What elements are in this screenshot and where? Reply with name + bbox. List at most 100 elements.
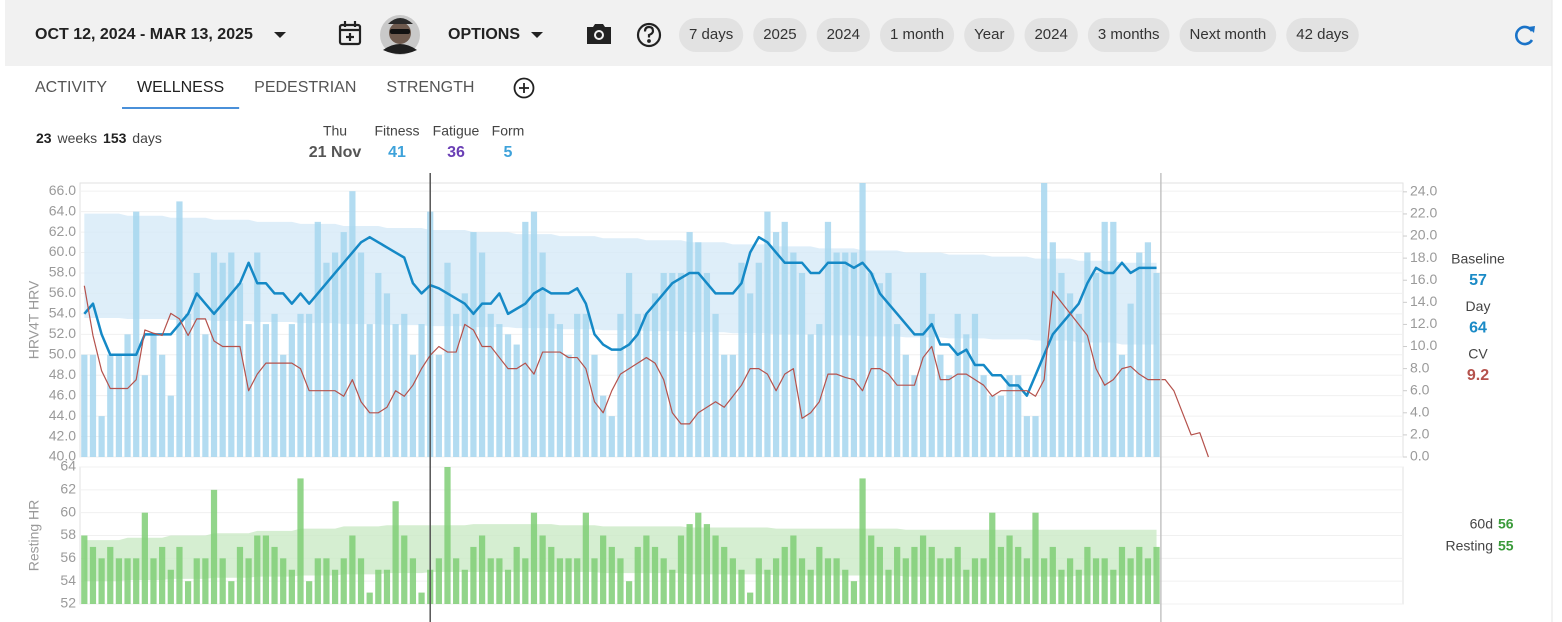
y2-tick-label: 0.0 xyxy=(1410,448,1430,464)
bar xyxy=(669,569,676,604)
bar xyxy=(81,354,88,457)
bar xyxy=(859,478,866,604)
y2-tick-label: 6.0 xyxy=(1410,381,1430,397)
bar xyxy=(331,569,339,604)
bar xyxy=(591,558,598,604)
chip-label[interactable]: 2024 xyxy=(827,26,860,43)
bar xyxy=(963,569,970,604)
help-icon[interactable] xyxy=(636,22,662,48)
bar xyxy=(176,201,183,457)
tab[interactable]: ACTIVITY xyxy=(35,79,107,96)
chip-label[interactable]: 42 days xyxy=(1296,26,1349,43)
bar xyxy=(617,313,624,457)
chip-label[interactable]: Next month xyxy=(1190,26,1267,43)
bar xyxy=(643,535,650,604)
calendar-icon[interactable] xyxy=(338,21,362,46)
date-range[interactable]: OCT 12, 2024 - MAR 13, 2025 xyxy=(35,26,253,43)
chip[interactable] xyxy=(679,18,744,52)
tab[interactable]: WELLNESS xyxy=(137,79,224,96)
bar xyxy=(89,354,97,457)
bar xyxy=(945,375,953,457)
bar xyxy=(513,546,520,604)
readout-label: Resting xyxy=(1446,538,1493,554)
bar xyxy=(331,252,339,457)
bar xyxy=(306,313,313,457)
bar xyxy=(107,546,114,604)
add-tab-icon[interactable] xyxy=(513,77,535,99)
bar xyxy=(608,546,615,604)
bar xyxy=(228,581,235,604)
bar xyxy=(470,546,477,604)
bar xyxy=(677,535,685,604)
bar xyxy=(894,546,901,604)
chip-label[interactable]: 7 days xyxy=(689,26,733,43)
tab[interactable]: STRENGTH xyxy=(386,79,474,96)
chip-label[interactable]: 1 month xyxy=(890,26,944,43)
chip[interactable] xyxy=(1286,18,1359,52)
refresh-icon[interactable] xyxy=(1515,25,1535,46)
options-menu[interactable]: OPTIONS xyxy=(448,26,520,43)
chip[interactable] xyxy=(816,18,870,52)
metric-label: Fatigue xyxy=(433,123,480,139)
chip-label[interactable]: 3 months xyxy=(1098,26,1160,43)
bar xyxy=(712,313,719,457)
bar xyxy=(669,272,676,457)
bar xyxy=(219,262,226,457)
bar xyxy=(781,221,788,457)
chip[interactable] xyxy=(964,18,1015,52)
y-tick-label: 58.0 xyxy=(49,264,76,280)
summary: 23 weeks 153 days xyxy=(36,130,162,146)
chip[interactable] xyxy=(1087,18,1170,52)
chip-label[interactable]: 2024 xyxy=(1034,26,1067,43)
bar xyxy=(496,324,503,457)
y2-tick-label: 24.0 xyxy=(1410,183,1437,199)
bar xyxy=(565,558,572,604)
bar xyxy=(210,252,218,457)
bar xyxy=(686,232,693,457)
bar xyxy=(703,272,711,457)
bar xyxy=(937,354,944,457)
y-tick-label: 66.0 xyxy=(49,182,76,198)
bar xyxy=(591,354,598,457)
bar xyxy=(133,558,140,604)
weeks-label: weeks xyxy=(56,130,97,146)
tab[interactable]: PEDESTRIAN xyxy=(254,79,356,96)
bar xyxy=(651,546,659,604)
chip[interactable] xyxy=(1179,18,1277,52)
bar xyxy=(1049,546,1056,604)
chip[interactable] xyxy=(753,18,807,52)
bar xyxy=(409,558,417,604)
bar xyxy=(453,558,460,604)
bar xyxy=(98,558,105,604)
chip-label[interactable]: 2025 xyxy=(763,26,796,43)
bar xyxy=(600,395,607,457)
bar xyxy=(1110,221,1117,457)
y2-tick-label: 22.0 xyxy=(1410,205,1437,221)
bar xyxy=(945,558,953,604)
y-tick-label: 56 xyxy=(60,549,76,565)
bar xyxy=(124,334,131,457)
dropdown-arrow[interactable] xyxy=(274,32,286,38)
bar xyxy=(1066,293,1074,457)
bar xyxy=(401,535,408,604)
bar xyxy=(297,313,304,457)
bar xyxy=(1058,569,1065,604)
avatar[interactable] xyxy=(380,15,420,55)
bar xyxy=(1118,546,1126,604)
bar xyxy=(859,183,866,457)
bar xyxy=(418,592,425,604)
days-count: 153 xyxy=(103,130,127,146)
chip-label[interactable]: Year xyxy=(974,26,1004,43)
y-tick-label: 62.0 xyxy=(49,223,76,239)
camera-icon[interactable] xyxy=(587,24,611,44)
bar xyxy=(876,546,883,604)
bar xyxy=(1144,558,1152,604)
bar xyxy=(288,569,295,604)
bar xyxy=(1075,313,1082,457)
chip[interactable] xyxy=(1024,18,1078,52)
bar xyxy=(280,558,287,604)
chip[interactable] xyxy=(879,18,955,52)
dropdown-arrow[interactable] xyxy=(531,32,543,38)
bar xyxy=(790,535,797,604)
